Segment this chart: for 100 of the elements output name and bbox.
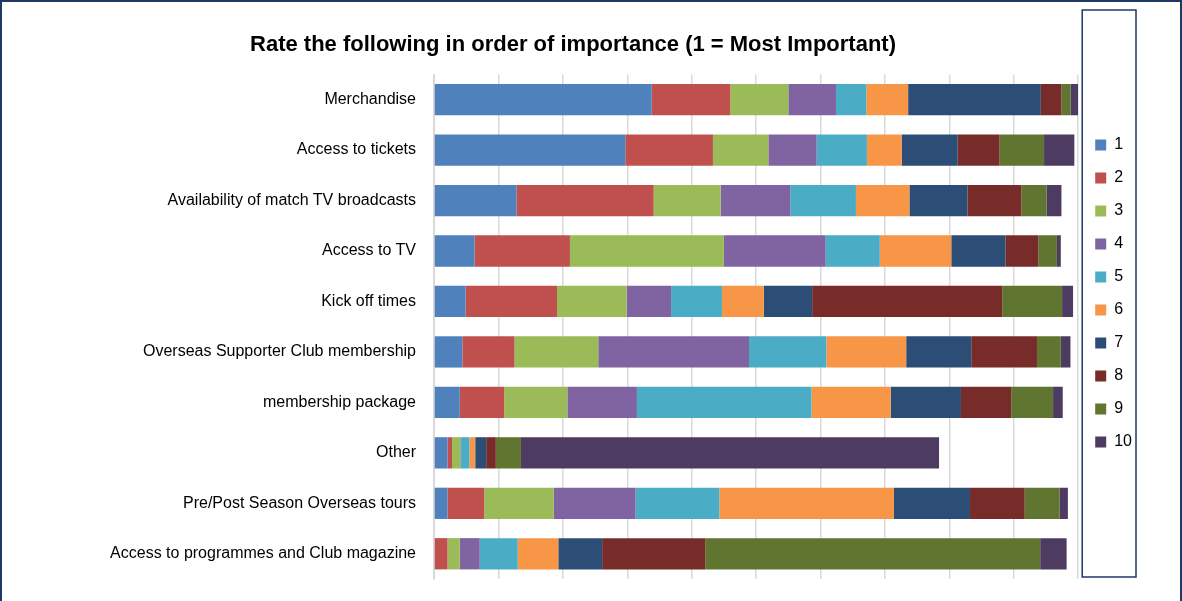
bar xyxy=(484,487,554,519)
bar xyxy=(719,487,894,519)
bar xyxy=(1062,285,1074,318)
bar xyxy=(516,184,654,217)
bar xyxy=(1038,235,1057,267)
bar xyxy=(855,184,910,217)
bar xyxy=(434,134,626,166)
bar xyxy=(469,437,476,469)
bar xyxy=(723,235,826,267)
bar xyxy=(879,235,952,267)
bar xyxy=(651,83,731,116)
legend-label: 1 xyxy=(1114,135,1124,153)
bar xyxy=(1056,235,1061,267)
bar xyxy=(790,184,856,217)
legend-label: 9 xyxy=(1114,399,1124,417)
bar xyxy=(909,184,968,217)
bar xyxy=(951,235,1006,267)
bar xyxy=(1002,285,1063,318)
bar xyxy=(553,487,636,519)
bar xyxy=(479,538,518,570)
bar xyxy=(1044,134,1075,166)
bar xyxy=(1024,487,1060,519)
bar xyxy=(1070,83,1079,116)
bar xyxy=(1059,487,1068,519)
chart-title: Rate the following in order of importance (1 = Most Important) xyxy=(250,31,896,57)
bar xyxy=(812,285,1003,318)
bar xyxy=(434,184,517,217)
bar xyxy=(1046,184,1062,217)
bar xyxy=(504,386,568,419)
bar xyxy=(434,538,448,570)
bar xyxy=(625,134,713,166)
bar xyxy=(475,437,487,469)
bar xyxy=(1053,386,1063,419)
bar xyxy=(517,538,559,570)
bar xyxy=(890,386,961,419)
bar xyxy=(636,386,812,419)
bar xyxy=(1040,83,1062,116)
legend-label: 10 xyxy=(1114,432,1133,450)
y-tick-label: membership package xyxy=(263,392,417,410)
bar xyxy=(1061,83,1071,116)
y-tick-label: Access to TV xyxy=(322,241,417,259)
bar xyxy=(459,386,505,419)
bar xyxy=(452,437,461,469)
bar xyxy=(1060,336,1071,368)
bar xyxy=(486,437,496,469)
y-tick-label: Merchandise xyxy=(324,90,417,108)
legend-label: 5 xyxy=(1114,267,1124,285)
bar xyxy=(960,386,1012,419)
bar xyxy=(969,487,1025,519)
bar xyxy=(514,336,599,368)
bar xyxy=(901,134,958,166)
bar xyxy=(434,285,466,318)
bar xyxy=(957,134,1000,166)
bar xyxy=(720,184,791,217)
bar xyxy=(569,235,724,267)
y-tick-label: Pre/Post Season Overseas tours xyxy=(183,493,416,511)
legend-label: 2 xyxy=(1114,168,1124,186)
bar xyxy=(768,134,817,166)
bar xyxy=(906,336,972,368)
legend-label: 8 xyxy=(1114,366,1124,384)
bar xyxy=(1040,538,1067,570)
bar xyxy=(866,134,902,166)
bar xyxy=(635,487,720,519)
bar xyxy=(721,285,764,318)
bar xyxy=(705,538,1041,570)
bar xyxy=(434,235,475,267)
y-tick-label: Overseas Supporter Club membership xyxy=(142,342,417,360)
bar xyxy=(730,83,789,116)
bar xyxy=(971,336,1037,368)
bar xyxy=(866,83,909,116)
bar xyxy=(461,437,470,469)
bar xyxy=(447,538,460,570)
bar xyxy=(749,336,827,368)
bar xyxy=(788,83,836,116)
bar xyxy=(1011,386,1054,419)
bar xyxy=(626,285,672,318)
bar xyxy=(598,336,750,368)
y-tick-label: Other xyxy=(375,443,417,461)
bar xyxy=(825,235,880,267)
bar xyxy=(967,184,1022,217)
bar xyxy=(434,437,448,469)
bar xyxy=(557,285,627,318)
bar xyxy=(567,386,637,419)
bar xyxy=(671,285,722,318)
bar xyxy=(835,83,867,116)
y-tick-label: Access to tickets xyxy=(296,140,416,158)
bar xyxy=(1021,184,1047,217)
bar xyxy=(434,83,652,116)
bar xyxy=(653,184,721,217)
bar xyxy=(434,336,463,368)
legend-label: 4 xyxy=(1114,234,1124,252)
bar xyxy=(434,487,448,519)
y-tick-label: Access to programmes and Club magazine xyxy=(110,544,417,562)
bar xyxy=(447,487,485,519)
bar xyxy=(826,336,907,368)
bar xyxy=(520,437,940,469)
bar xyxy=(1005,235,1039,267)
bar xyxy=(465,285,558,318)
bar xyxy=(459,538,480,570)
bar xyxy=(558,538,603,570)
